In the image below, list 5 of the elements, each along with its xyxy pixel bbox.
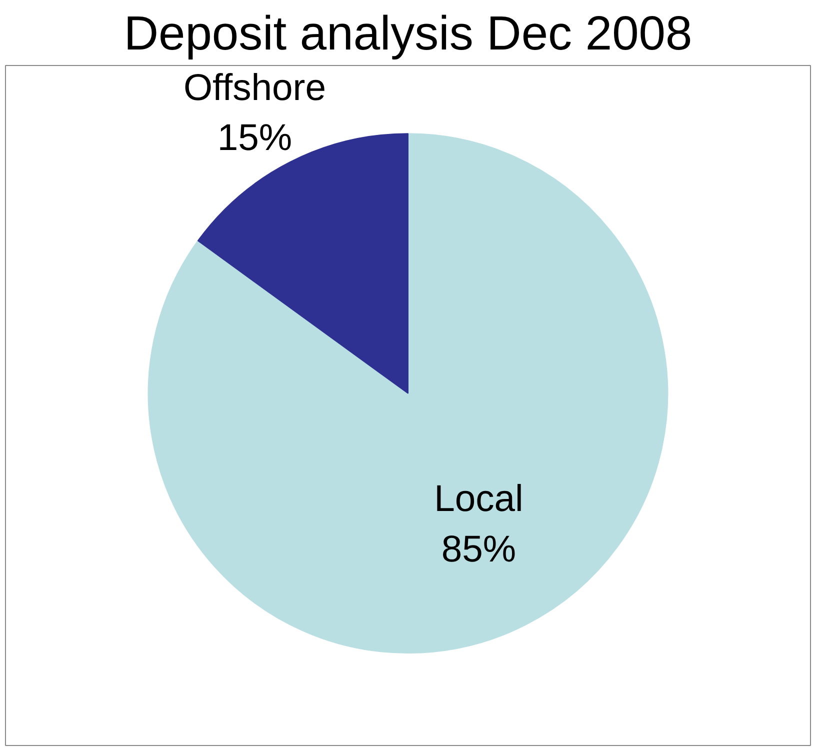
slice-label: Local xyxy=(434,476,524,519)
data-label: 85% xyxy=(441,527,516,570)
slice-label: Offshore xyxy=(184,66,326,108)
chart-title: Deposit analysis Dec 2008 xyxy=(124,8,692,60)
data-label: 15% xyxy=(217,116,292,158)
